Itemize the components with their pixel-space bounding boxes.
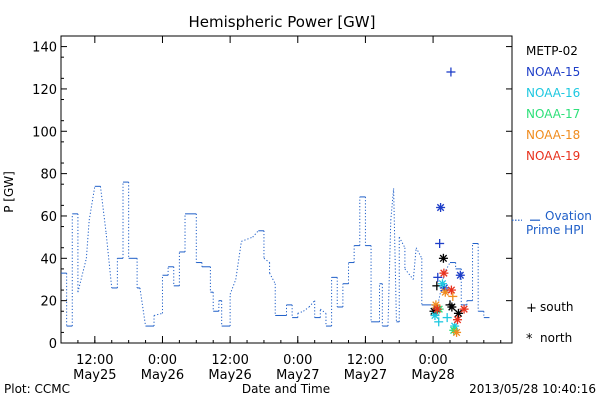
marker-noaa-18-north [452, 327, 462, 337]
marker-noaa-18-south [448, 291, 458, 301]
marker-metp-02-north [438, 253, 448, 263]
marker-noaa-19-north [432, 304, 442, 314]
ovation-segment [153, 312, 163, 316]
x-tick-label-time: 12:00 [211, 353, 248, 368]
ovation-segment [229, 279, 237, 295]
legend-noaa-19: NOAA-19 [526, 149, 580, 163]
marker-noaa-16-north [437, 279, 447, 289]
ovation-segment [398, 236, 406, 248]
legend-noaa-17: NOAA-17 [526, 107, 580, 121]
y-tick-label: 40 [40, 252, 57, 267]
north-key-symbol: * [526, 332, 533, 347]
south-key-label: south [540, 300, 574, 314]
y-tick-label: 80 [40, 168, 57, 183]
ovation-label-line2: Prime HPI [526, 223, 584, 237]
plot-timestamp: 2013/05/28 10:40:16 [469, 382, 596, 396]
x-tick-label-time: 12:00 [76, 353, 113, 368]
ovation-segment [263, 257, 270, 263]
ovation-segment [99, 186, 107, 233]
marker-noaa-19-north [446, 285, 456, 295]
legend-metp-02: METP-02 [526, 44, 578, 58]
ovation-segment [443, 262, 451, 274]
ovation-segment [320, 308, 327, 314]
y-tick-label: 60 [40, 210, 57, 225]
y-axis-label: P [GW] [2, 171, 16, 213]
ovation-segment [387, 220, 392, 327]
south-key-symbol: + [526, 301, 537, 316]
plot-frame [60, 35, 513, 344]
ovation-segment [269, 272, 276, 284]
x-axis-ticks: 12:00May250:00May2612:00May260:00May2712… [60, 36, 502, 383]
marker-noaa-15-north [455, 270, 465, 280]
legend-noaa-16: NOAA-16 [526, 86, 580, 100]
hemisphere-key: + south * north [526, 300, 574, 347]
ovation-segment [235, 241, 242, 280]
x-tick-label-time: 12:00 [347, 353, 384, 368]
x-tick-label-date: May27 [276, 368, 319, 383]
ovation-segment [404, 268, 414, 280]
ovation-segment [77, 258, 87, 293]
ovation-series [61, 181, 490, 327]
ovation-segment [393, 188, 397, 322]
ovation-segment [308, 300, 316, 308]
x-tick-label-time: 0:00 [418, 353, 447, 368]
ovation-label-line1: Ovation [545, 209, 592, 223]
ovation-segment [303, 306, 310, 312]
legend-noaa-18: NOAA-18 [526, 128, 580, 142]
ovation-legend: Ovation Prime HPI [512, 209, 592, 237]
satellite-legend: METP-02 NOAA-15 NOAA-16 NOAA-17 NOAA-18 NOAA-… [526, 44, 580, 163]
marker-noaa-19-north [439, 268, 449, 278]
ovation-segment [415, 247, 423, 259]
ovation-segment [85, 220, 90, 259]
marker-noaa-19-north [453, 315, 463, 325]
y-tick-label: 20 [40, 295, 57, 310]
x-tick-label-date: May26 [141, 368, 184, 383]
ovation-segment [412, 247, 417, 280]
marker-noaa-16-south [442, 313, 452, 323]
marker-metp-02-north [453, 308, 463, 318]
satellite-markers [429, 67, 469, 337]
ovation-segment [438, 273, 445, 301]
marker-noaa-19-north [459, 304, 469, 314]
ovation-segment [252, 230, 259, 238]
y-tick-label: 100 [32, 125, 57, 140]
marker-noaa-15-south [446, 67, 456, 77]
marker-noaa-15-north [436, 202, 446, 212]
x-tick-label-date: May28 [411, 368, 454, 383]
y-tick-label: 120 [32, 83, 57, 98]
north-key-label: north [540, 331, 572, 345]
marker-metp-02-north [447, 302, 457, 312]
ovation-segment [390, 188, 395, 221]
marker-noaa-15-south [433, 272, 443, 282]
ovation-segment [105, 232, 113, 289]
ovation-segment [88, 186, 96, 221]
x-tick-label-date: May27 [344, 368, 387, 383]
y-tick-label: 0 [49, 337, 57, 352]
marker-noaa-15-south [435, 238, 445, 248]
legend-noaa-15: NOAA-15 [526, 65, 580, 79]
x-tick-label-date: May26 [208, 368, 251, 383]
marker-noaa-16-south [434, 317, 444, 327]
y-tick-label: 140 [32, 41, 57, 56]
x-tick-label-time: 0:00 [148, 353, 177, 368]
x-tick-label-time: 0:00 [283, 353, 312, 368]
ovation-segment [241, 236, 253, 242]
ovation-segment [139, 287, 147, 327]
y-axis-ticks: 0 20 40 60 80 100 120 140 [32, 41, 512, 352]
plot-credit: Plot: CCMC [4, 382, 70, 396]
chart-title: Hemispheric Power [GW] [189, 13, 376, 31]
x-tick-label-date: May25 [73, 368, 116, 383]
x-axis-label: Date and Time [242, 382, 330, 396]
marker-metp-02-south [445, 300, 455, 310]
ovation-segment [297, 310, 304, 314]
